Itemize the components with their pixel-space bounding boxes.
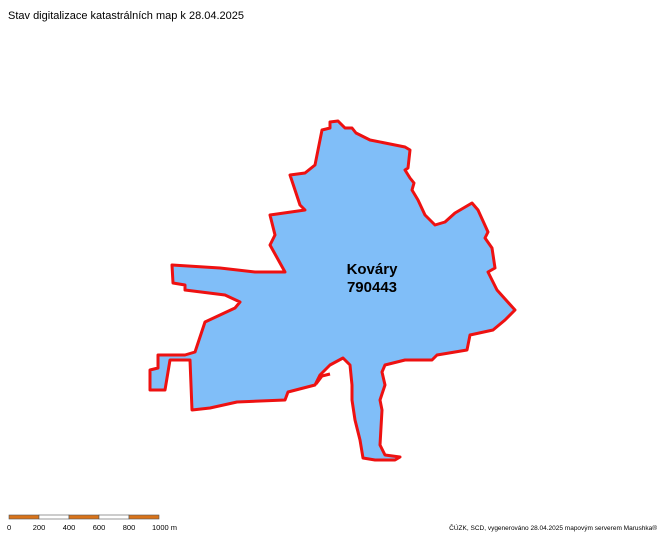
scale-label: 400 bbox=[63, 523, 76, 532]
boundary-detail bbox=[314, 372, 331, 385]
scale-bar: 0 200 400 600 800 1000 m bbox=[7, 514, 177, 532]
area-code: 790443 bbox=[347, 279, 397, 296]
area-name: Kováry bbox=[347, 261, 399, 278]
scale-label: 200 bbox=[33, 523, 46, 532]
scale-segment bbox=[98, 514, 130, 520]
credit: ČÚZK, SCD, vygenerováno 28.04.2025 mapov… bbox=[449, 523, 657, 532]
scale-label: 0 bbox=[7, 523, 11, 532]
map-title: Stav digitalizace katastrálních map k 28… bbox=[8, 10, 244, 22]
scale-segment bbox=[38, 514, 70, 520]
scale-label: 800 bbox=[123, 523, 136, 532]
scale-segment bbox=[8, 514, 40, 520]
cadastral-area bbox=[148, 119, 517, 462]
scale-segment bbox=[68, 514, 100, 520]
scale-label: 1000 m bbox=[152, 523, 177, 532]
scale-label: 600 bbox=[93, 523, 106, 532]
scale-segment bbox=[128, 514, 160, 520]
